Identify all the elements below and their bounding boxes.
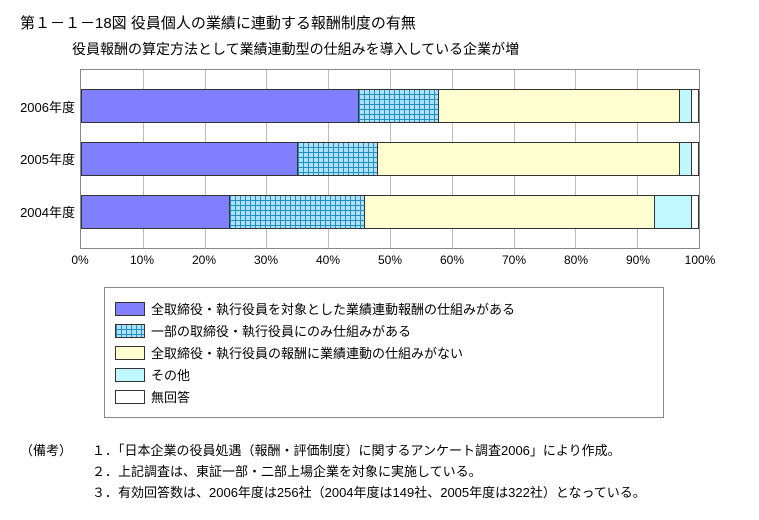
x-tick: 0%: [71, 253, 88, 267]
bar-segment: [680, 143, 692, 175]
legend-label: 一部の取締役・執行役員にのみ仕組みがある: [151, 321, 411, 340]
bar-segment: [655, 196, 692, 228]
x-tick: 60%: [440, 253, 464, 267]
x-tick: 70%: [502, 253, 526, 267]
notes: （備考） １．「日本企業の役員処遇（報酬・評価制度）に関するアンケート調査200…: [20, 440, 739, 503]
x-tick: 20%: [192, 253, 216, 267]
bar-segment: [692, 90, 698, 122]
legend-swatch: [115, 302, 145, 316]
x-axis: 0%10%20%30%40%50%60%70%80%90%100%: [80, 253, 700, 275]
legend-item: 全取締役・執行役員の報酬に業績連動の仕組みがない: [115, 343, 653, 362]
legend: 全取締役・執行役員を対象とした業績連動報酬の仕組みがある一部の取締役・執行役員に…: [104, 287, 664, 418]
plot-area: 2006年度 2005年度 2004年度: [80, 69, 700, 249]
bar-segment: [439, 90, 679, 122]
legend-item: その他: [115, 365, 653, 384]
note-line: ３．有効回答数は、2006年度は256社（2004年度は149社、2005年度は…: [92, 482, 739, 501]
bar-segment: [82, 196, 230, 228]
x-tick: 30%: [254, 253, 278, 267]
note-line: １．「日本企業の役員処遇（報酬・評価制度）に関するアンケート調査2006」により…: [92, 440, 739, 459]
bar-row: 2005年度: [81, 139, 699, 179]
notes-body: １．「日本企業の役員処遇（報酬・評価制度）に関するアンケート調査2006」により…: [92, 440, 739, 503]
legend-label: 全取締役・執行役員を対象とした業績連動報酬の仕組みがある: [151, 299, 515, 318]
legend-swatch: [115, 346, 145, 360]
bar-row: 2006年度: [81, 86, 699, 126]
legend-label: 全取締役・執行役員の報酬に業績連動の仕組みがない: [151, 343, 463, 362]
bar-track: [81, 195, 699, 229]
chart: 2006年度2005年度2004年度 0%10%20%30%40%50%60%7…: [80, 69, 700, 418]
legend-swatch: [115, 390, 145, 404]
bar-segment: [82, 90, 359, 122]
bar-segment: [82, 143, 298, 175]
x-tick: 100%: [685, 253, 716, 267]
legend-swatch: [115, 368, 145, 382]
legend-item: 一部の取締役・執行役員にのみ仕組みがある: [115, 321, 653, 340]
legend-swatch: [115, 324, 145, 338]
bar-label: 2006年度: [15, 97, 75, 116]
legend-label: その他: [151, 365, 190, 384]
legend-label: 無回答: [151, 387, 190, 406]
bar-track: [81, 142, 699, 176]
note-line: ２．上記調査は、東証一部・二部上場企業を対象に実施している。: [92, 461, 739, 480]
bar-segment: [365, 196, 655, 228]
legend-item: 全取締役・執行役員を対象とした業績連動報酬の仕組みがある: [115, 299, 653, 318]
bar-segment: [378, 143, 680, 175]
bars: 2006年度 2005年度 2004年度: [81, 70, 699, 248]
bar-segment: [680, 90, 692, 122]
x-tick: 50%: [378, 253, 402, 267]
notes-head: （備考）: [20, 440, 92, 503]
x-tick: 40%: [316, 253, 340, 267]
bar-segment: [298, 143, 378, 175]
bar-segment: [230, 196, 366, 228]
page-title: 第１－１－18図 役員個人の業績に連動する報酬制度の有無: [20, 12, 739, 33]
legend-item: 無回答: [115, 387, 653, 406]
x-tick: 80%: [564, 253, 588, 267]
x-tick: 90%: [626, 253, 650, 267]
bar-segment: [359, 90, 439, 122]
bar-segment: [692, 196, 698, 228]
bar-segment: [692, 143, 698, 175]
bar-row: 2004年度: [81, 192, 699, 232]
bar-label: 2004年度: [15, 202, 75, 221]
bar-label: 2005年度: [15, 149, 75, 168]
x-tick: 10%: [130, 253, 154, 267]
page-subtitle: 役員報酬の算定方法として業績連動型の仕組みを導入している企業が増: [72, 39, 739, 59]
bar-track: [81, 89, 699, 123]
